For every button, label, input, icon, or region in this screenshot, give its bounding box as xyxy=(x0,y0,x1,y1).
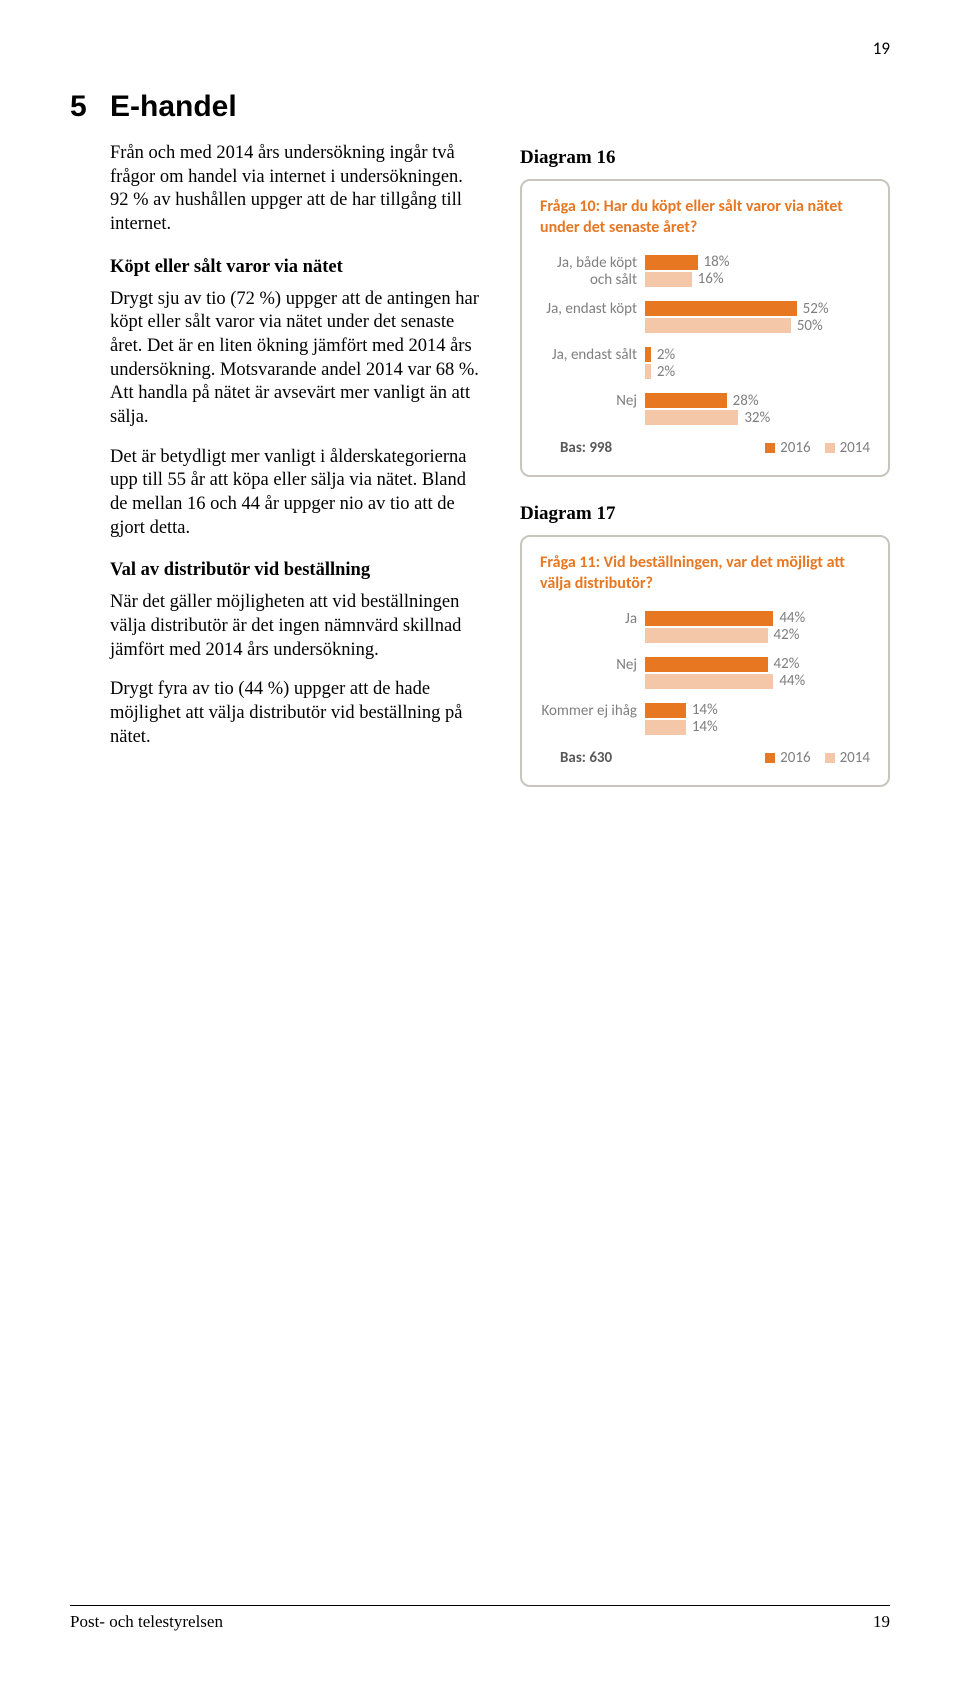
bar-row: Ja, endast sålt 2%2% xyxy=(540,347,870,381)
sub2-paragraph-2: Drygt fyra av tio (44 %) uppger att de h… xyxy=(110,678,480,749)
legend-label-2014: 2014 xyxy=(840,439,870,457)
bar-2014 xyxy=(645,720,686,735)
chart-16: Fråga 10: Har du köpt eller sålt varor v… xyxy=(520,179,890,477)
chart-question: Fråga 11: Vid beställningen, var det möj… xyxy=(540,553,870,595)
legend-label-2016: 2016 xyxy=(780,439,810,457)
bar-value-2014: 44% xyxy=(779,672,805,690)
subheading-2: Val av distributör vid beställning xyxy=(110,560,480,581)
section-heading: 5 E-handel xyxy=(70,90,890,124)
bar-value-2014: 32% xyxy=(744,409,770,427)
bar-value-2016: 2% xyxy=(657,346,675,364)
legend-swatch-2016 xyxy=(765,753,775,763)
sub1-paragraph-1: Drygt sju av tio (72 %) uppger att de an… xyxy=(110,288,480,430)
bar-row: Ja 44%42% xyxy=(540,611,870,645)
bar-2014 xyxy=(645,628,768,643)
bar-2014 xyxy=(645,410,738,425)
body-text-column: Från och med 2014 års undersökning ingår… xyxy=(70,142,480,813)
bar-2016 xyxy=(645,255,698,270)
bar-value-2014: 16% xyxy=(698,270,724,288)
bar-label: Ja, endast sålt xyxy=(540,347,645,364)
bar-value-2014: 50% xyxy=(797,317,823,335)
chart-legend: 2016 2014 xyxy=(765,749,870,767)
bar-value-2016: 14% xyxy=(692,701,718,719)
section-title: E-handel xyxy=(110,90,237,124)
bar-2016 xyxy=(645,347,651,362)
bar-label: Nej xyxy=(540,393,645,410)
chart-legend: 2016 2014 xyxy=(765,439,870,457)
sub1-paragraph-2: Det är betydligt mer vanligt i ålderskat… xyxy=(110,446,480,541)
footer-publisher: Post- och telestyrelsen xyxy=(70,1612,223,1632)
bar-2014 xyxy=(645,272,692,287)
legend-swatch-2016 xyxy=(765,443,775,453)
bar-2016 xyxy=(645,703,686,718)
bar-value-2016: 28% xyxy=(733,392,759,410)
section-number: 5 xyxy=(70,90,110,124)
chart-base: Bas: 630 xyxy=(540,749,612,767)
chart-17: Fråga 11: Vid beställningen, var det möj… xyxy=(520,535,890,787)
bar-2014 xyxy=(645,364,651,379)
chart-question: Fråga 10: Har du köpt eller sålt varor v… xyxy=(540,197,870,239)
bar-row: Ja, endast köpt 52%50% xyxy=(540,301,870,335)
legend-swatch-2014 xyxy=(825,753,835,763)
bar-label: Ja, både köptoch sålt xyxy=(540,255,645,290)
page-footer: Post- och telestyrelsen 19 xyxy=(70,1605,890,1632)
bar-2014 xyxy=(645,674,773,689)
bar-value-2016: 44% xyxy=(779,609,805,627)
bar-2014 xyxy=(645,318,791,333)
bar-row: Kommer ej ihåg 14%14% xyxy=(540,703,870,737)
bar-2016 xyxy=(645,301,797,316)
bar-value-2014: 42% xyxy=(774,626,800,644)
bar-value-2016: 42% xyxy=(774,655,800,673)
bar-label: Kommer ej ihåg xyxy=(540,703,645,720)
bar-label: Ja, endast köpt xyxy=(540,301,645,318)
footer-page-number: 19 xyxy=(873,1612,890,1632)
bar-2016 xyxy=(645,393,727,408)
bar-row: Nej 28%32% xyxy=(540,393,870,427)
chart-base: Bas: 998 xyxy=(540,439,612,457)
legend-label-2014: 2014 xyxy=(840,749,870,767)
bar-value-2016: 52% xyxy=(803,300,829,318)
bar-2016 xyxy=(645,657,768,672)
top-page-number: 19 xyxy=(873,38,890,59)
bar-label: Nej xyxy=(540,657,645,674)
legend-swatch-2014 xyxy=(825,443,835,453)
bar-row: Nej 42%44% xyxy=(540,657,870,691)
charts-column: Diagram 16 Fråga 10: Har du köpt eller s… xyxy=(520,142,890,813)
diagram-16-title: Diagram 16 xyxy=(520,147,890,169)
diagram-17-title: Diagram 17 xyxy=(520,503,890,525)
bar-value-2014: 14% xyxy=(692,718,718,736)
subheading-1: Köpt eller sålt varor via nätet xyxy=(110,257,480,278)
bar-value-2016: 18% xyxy=(704,253,730,271)
sub2-paragraph-1: När det gäller möjligheten att vid bestä… xyxy=(110,591,480,662)
bar-value-2014: 2% xyxy=(657,363,675,381)
bar-row: Ja, både köptoch sålt 18%16% xyxy=(540,255,870,290)
bar-label: Ja xyxy=(540,611,645,628)
intro-paragraph: Från och med 2014 års undersökning ingår… xyxy=(110,142,480,237)
legend-label-2016: 2016 xyxy=(780,749,810,767)
bar-2016 xyxy=(645,611,773,626)
